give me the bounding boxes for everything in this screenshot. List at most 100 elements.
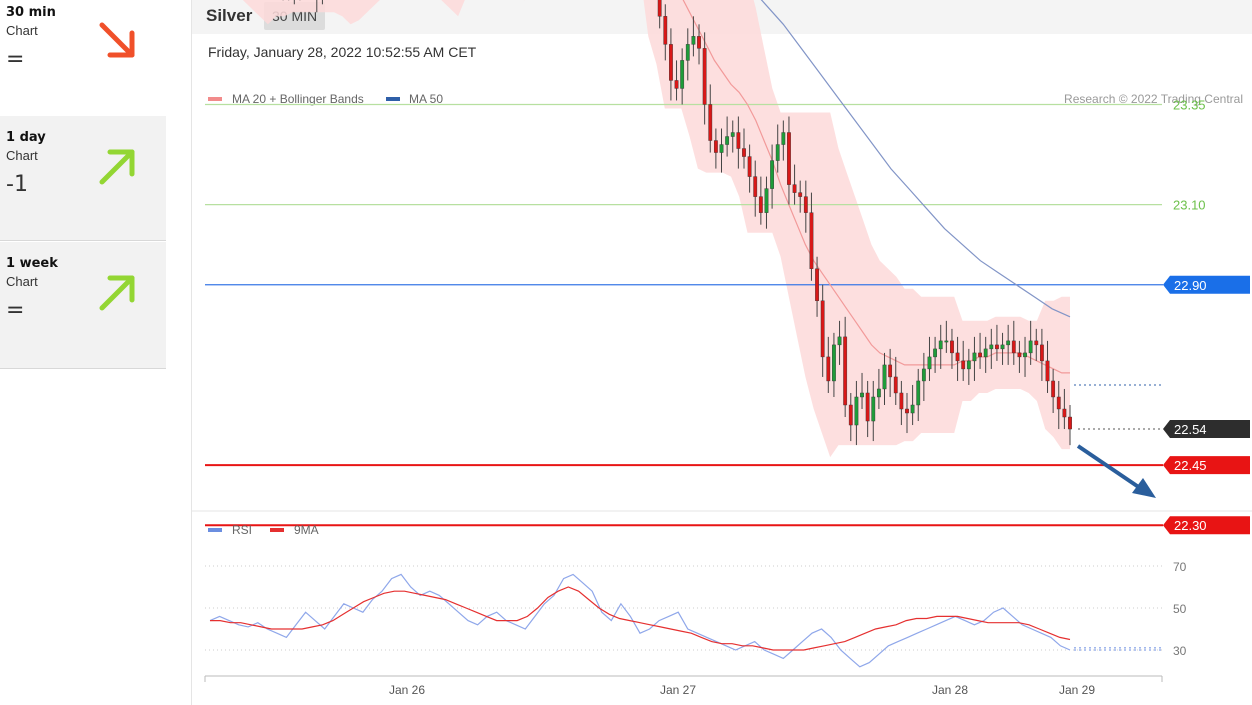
candle [820, 284, 825, 377]
target-label: 23.10 [1173, 198, 1206, 213]
candle [691, 16, 696, 57]
candle [697, 24, 701, 65]
candle [961, 340, 966, 381]
candle [725, 116, 730, 157]
x-tick-label: Jan 28 [932, 683, 968, 697]
candle [719, 128, 724, 173]
last-price-label: 22.54 [1174, 422, 1207, 437]
last-price-tag [1163, 420, 1250, 439]
candle [1028, 320, 1033, 365]
timeframe-1day[interactable]: 1 day Chart -1 [0, 116, 166, 241]
candle [1000, 332, 1005, 365]
candle [742, 128, 746, 169]
candle [1023, 336, 1027, 377]
candle [972, 336, 977, 381]
legend-swatch-rsi [208, 528, 222, 532]
candle [882, 352, 887, 405]
candle [1062, 388, 1067, 430]
candle [809, 192, 814, 281]
candle [910, 384, 915, 426]
rsi-tick-label: 30 [1173, 644, 1187, 658]
arrow-up-right-icon [99, 149, 135, 185]
candle [1068, 404, 1072, 446]
candle [905, 392, 909, 434]
legend-9ma: 9MA [294, 523, 319, 537]
candle [865, 380, 870, 438]
legend-swatch-9ma [270, 528, 284, 532]
forecast-arrow [1076, 444, 1156, 498]
candle [730, 120, 735, 153]
timeframe-subtitle: Chart [6, 274, 38, 289]
candle [966, 348, 971, 385]
legend-swatch-ma50 [386, 97, 400, 101]
x-axis: Jan 26 Jan 27 Jan 28 Jan 29 [204, 675, 1163, 697]
pivot-label: 22.90 [1174, 278, 1207, 293]
candle [893, 356, 898, 405]
candle [854, 380, 859, 446]
candle [736, 116, 741, 169]
candle [1034, 328, 1039, 361]
timeframe-value: -1 [6, 172, 28, 197]
candle [1051, 368, 1056, 414]
candle [944, 320, 949, 353]
candle [758, 176, 763, 225]
legend-rsi: RSI [232, 523, 252, 537]
timeframe-subtitle: Chart [6, 23, 38, 38]
bollinger-bands [242, 0, 1070, 458]
ma20-line [682, 0, 1070, 374]
candle [989, 328, 994, 369]
candle [781, 120, 786, 161]
support-label: 22.30 [1174, 518, 1207, 533]
candle [1017, 340, 1022, 373]
candle [316, 0, 318, 13]
candle [674, 60, 679, 101]
x-tick-label: Jan 27 [660, 683, 696, 697]
timeframe-value: = [6, 298, 25, 323]
support-tag [1163, 516, 1250, 535]
x-tick-label: Jan 29 [1059, 683, 1095, 697]
candle [770, 144, 774, 209]
candle [933, 336, 937, 373]
timeframe-value: = [6, 47, 25, 72]
candle [657, 0, 662, 29]
candle [713, 128, 718, 169]
timeframe-30min[interactable]: 30 min Chart = [0, 0, 166, 116]
support-tag [1163, 456, 1250, 475]
price-levels: 23.35 23.10 22.90 22.54 22.45 22.30 [205, 97, 1250, 535]
candle [1045, 340, 1050, 393]
candle [1006, 324, 1011, 365]
candle [888, 348, 893, 397]
candle [702, 32, 707, 125]
candle [747, 144, 752, 193]
timeframe-1week[interactable]: 1 week Chart = [0, 242, 166, 369]
candle [983, 336, 988, 373]
arrow-down-right-icon [99, 22, 135, 58]
candle [764, 176, 769, 229]
x-tick-label: Jan 26 [389, 683, 425, 697]
candle [775, 124, 780, 173]
chart-datetime: Friday, January 28, 2022 10:52:55 AM CET [208, 44, 477, 60]
legend-ma50: MA 50 [409, 92, 443, 106]
candle [826, 336, 831, 393]
bollinger-band-area [242, 0, 1070, 458]
candle [837, 320, 842, 365]
candle [860, 372, 864, 410]
candle [1011, 320, 1016, 365]
candle [685, 28, 690, 81]
timeframe-title: 1 week [6, 256, 58, 271]
support-label: 22.45 [1174, 458, 1207, 473]
candle [787, 116, 791, 205]
candle [663, 4, 668, 61]
candle [708, 84, 713, 153]
rsi-tick-label: 70 [1173, 560, 1187, 574]
panel-divider [191, 0, 192, 705]
legend-ma20: MA 20 + Bollinger Bands [232, 92, 364, 106]
candle [1039, 328, 1044, 381]
candle [921, 352, 926, 401]
candle [848, 392, 853, 442]
candle [815, 256, 819, 317]
rsi-legend: RSI 9MA [208, 523, 319, 537]
candle [927, 336, 932, 381]
candle [792, 164, 797, 205]
